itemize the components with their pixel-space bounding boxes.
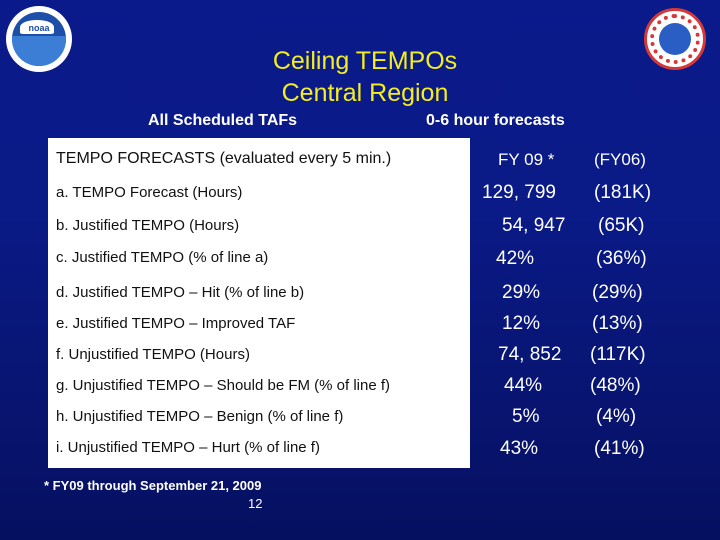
row-value-fy09-g: 44% [504, 375, 543, 396]
slide-title-line2: Central Region [281, 79, 449, 107]
row-value-fy06-a: (181K) [594, 182, 652, 203]
nws-logo [644, 8, 706, 70]
noaa-logo: noaa [6, 6, 72, 72]
row-value-fy06-h: (4%) [596, 406, 637, 427]
subtitle-right: 0-6 hour forecasts [426, 112, 565, 129]
row-value-fy09-e: 12% [502, 313, 541, 334]
row-value-fy09-h: 5% [512, 406, 540, 427]
row-label-i: i. Unjustified TEMPO – Hurt (% of line f… [56, 439, 320, 456]
row-value-fy09-d: 29% [502, 282, 541, 303]
table-header-label: TEMPO FORECASTS (evaluated every 5 min.) [56, 150, 392, 167]
row-value-fy06-b: (65K) [598, 215, 645, 236]
row-label-c: c. Justified TEMPO (% of line a) [56, 249, 269, 266]
row-label-h: h. Unjustified TEMPO – Benign (% of line… [56, 408, 344, 425]
row-value-fy06-f: (117K) [590, 344, 646, 365]
row-label-g: g. Unjustified TEMPO – Should be FM (% o… [56, 377, 391, 394]
row-value-fy09-a: 129, 799 [482, 182, 556, 203]
row-label-a: a. TEMPO Forecast (Hours) [56, 184, 243, 201]
slide-title-line1: Ceiling TEMPOs [272, 47, 458, 75]
row-value-fy09-i: 43% [500, 438, 539, 459]
row-label-d: d. Justified TEMPO – Hit (% of line b) [56, 284, 305, 301]
footnote: * FY09 through September 21, 2009 [44, 478, 262, 493]
labels-panel [48, 138, 470, 468]
row-value-fy06-d: (29%) [592, 282, 643, 303]
noaa-logo-text: noaa [28, 23, 50, 33]
row-value-fy09-b: 54, 947 [502, 215, 566, 236]
row-value-fy06-g: (48%) [590, 375, 641, 396]
row-value-fy09-c: 42% [496, 248, 535, 269]
row-label-f: f. Unjustified TEMPO (Hours) [56, 346, 250, 363]
table-header-fy09: FY 09 * [498, 150, 555, 169]
row-value-fy06-e: (13%) [592, 313, 643, 334]
row-label-b: b. Justified TEMPO (Hours) [56, 217, 240, 234]
row-value-fy09-f: 74, 852 [498, 344, 562, 365]
row-label-e: e. Justified TEMPO – Improved TAF [56, 315, 296, 332]
page-number: 12 [248, 496, 263, 511]
row-value-fy06-i: (41%) [594, 438, 645, 459]
subtitle-left: All Scheduled TAFs [148, 112, 298, 129]
table-header-fy06: (FY06) [594, 150, 646, 169]
row-value-fy06-c: (36%) [596, 248, 647, 269]
